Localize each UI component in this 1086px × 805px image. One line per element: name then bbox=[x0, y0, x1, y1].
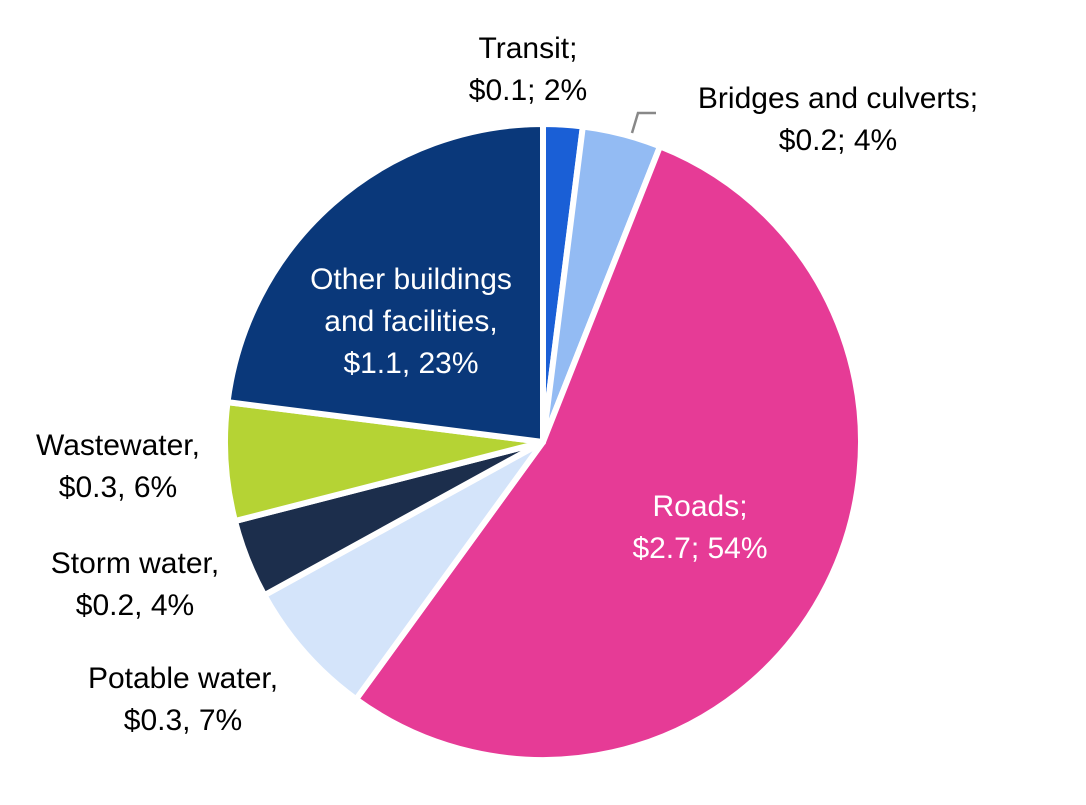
pie-slice-potable-water bbox=[261, 439, 546, 703]
slice-label-storm-line2: $0.2, 4% bbox=[76, 589, 194, 622]
slice-label-roads-line2: $2.7; 54% bbox=[632, 532, 767, 565]
slice-label-transit-line1: Transit; bbox=[479, 32, 578, 65]
slice-label-storm-line1: Storm water, bbox=[51, 547, 219, 580]
slice-label-wastewater-line2: $0.3, 6% bbox=[59, 471, 177, 504]
slice-label-other-buildings: Other buildings and facilities, $1.1, 23… bbox=[310, 263, 512, 380]
slice-label-bridges-and-culverts: Bridges and culverts; $0.2; 4% bbox=[698, 82, 978, 157]
slice-label-potable-water: Potable water, $0.3, 7% bbox=[88, 662, 278, 737]
slice-label-other-line3: $1.1, 23% bbox=[343, 347, 478, 380]
slice-label-potable-line2: $0.3, 7% bbox=[124, 704, 242, 737]
leader-line-bridges-and-culverts bbox=[630, 111, 656, 134]
slice-label-transit: Transit; $0.1; 2% bbox=[469, 32, 587, 107]
slice-label-wastewater: Wastewater, $0.3, 6% bbox=[36, 429, 200, 504]
pie-slice-roads bbox=[353, 143, 864, 763]
slice-label-bridges-line2: $0.2; 4% bbox=[779, 124, 897, 157]
slice-label-roads-line1: Roads; bbox=[652, 490, 747, 523]
pie-slice-other-buildings-and-facilities bbox=[224, 121, 546, 445]
slice-label-transit-line2: $0.1; 2% bbox=[469, 74, 587, 107]
slice-label-storm-water: Storm water, $0.2, 4% bbox=[51, 547, 219, 622]
slice-label-wastewater-line1: Wastewater, bbox=[36, 429, 200, 462]
slice-label-other-line2: and facilities, bbox=[324, 305, 497, 338]
pie-slices bbox=[222, 121, 864, 763]
slice-label-bridges-line1: Bridges and culverts; bbox=[698, 82, 978, 115]
slice-label-potable-line1: Potable water, bbox=[88, 662, 278, 695]
slice-label-other-line1: Other buildings bbox=[310, 263, 512, 296]
slice-label-roads: Roads; $2.7; 54% bbox=[632, 490, 767, 565]
